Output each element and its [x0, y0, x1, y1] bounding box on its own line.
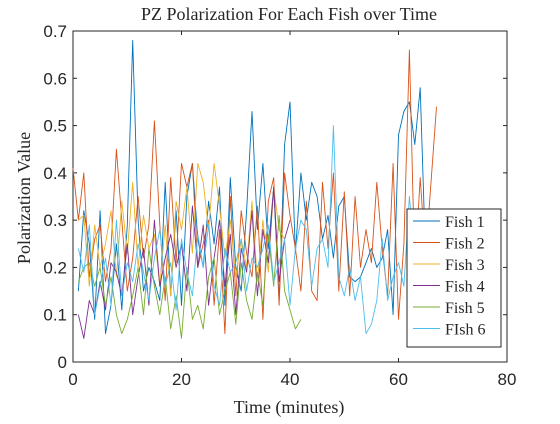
y-tick-label: 0.5: [43, 117, 67, 136]
x-tick-label: 40: [281, 370, 300, 389]
chart-title: PZ Polarization For Each Fish over Time: [141, 4, 437, 24]
x-tick-label: 20: [172, 370, 191, 389]
legend-label: Fish 4: [445, 279, 485, 296]
legend-label: FIsh 6: [445, 322, 485, 339]
y-tick-label: 0.1: [43, 306, 67, 325]
legend-box: [406, 208, 502, 348]
y-axis-label: Polarization Value: [14, 132, 34, 264]
y-tick-label: 0.4: [43, 164, 67, 183]
legend: Fish 1 Fish 2 Fish 3 Fish 4 Fish 5 FIsh 6: [406, 208, 502, 348]
y-tick-label: 0.7: [43, 22, 67, 41]
y-tick-label: 0.6: [43, 69, 67, 88]
x-tick-label: 80: [498, 370, 517, 389]
y-tick-label: 0.2: [43, 258, 67, 277]
x-tick-label: 60: [389, 370, 408, 389]
series-line-5: [77, 214, 302, 339]
x-tick-label: 0: [68, 370, 77, 389]
y-tick-label: 0.3: [43, 211, 67, 230]
series-line-6: [77, 125, 432, 335]
legend-label: Fish 1: [445, 214, 485, 231]
y-tick-label: 0: [58, 353, 67, 372]
legend-label: Fish 3: [445, 257, 485, 274]
x-axis-label: Time (minutes): [234, 397, 345, 418]
series-line-3: [78, 162, 285, 297]
legend-label: Fish 5: [445, 300, 485, 317]
legend-label: Fish 2: [445, 236, 485, 253]
